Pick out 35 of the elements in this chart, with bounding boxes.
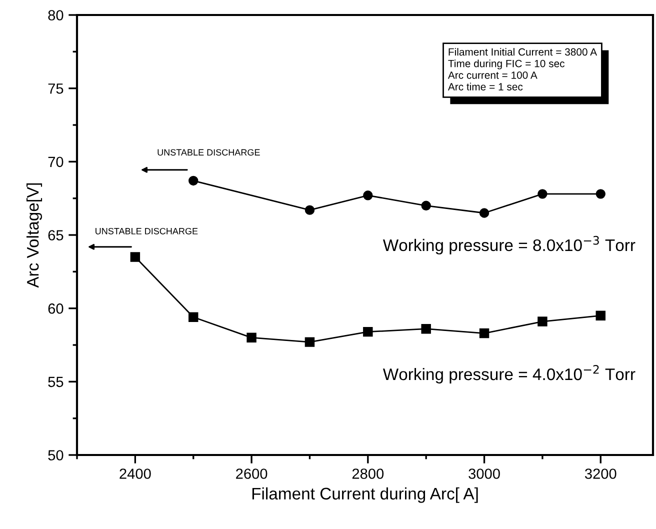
x-tick-label: 2400 [120,468,151,479]
annotation: UNSTABLE DISCHARGE [96,228,198,234]
point [188,312,198,322]
y-tick-label: 55 [48,376,64,388]
series-label: Working pressure = 4.0x10$^{−2}$ Torr [382,365,636,384]
annotation: UNSTABLE DISCHARGE [158,149,260,156]
y-tick-label: 70 [48,156,64,168]
point [188,176,198,186]
point [421,324,431,334]
point [479,328,490,338]
point [304,337,315,347]
point [363,326,373,337]
point [246,332,256,343]
x-tick-label: 2800 [352,468,384,479]
x-tick-label: 2600 [236,468,268,479]
x-tick-label: 3000 [468,468,500,479]
point [304,205,315,215]
point [479,208,490,218]
point [538,316,548,326]
point [596,189,606,199]
y-tick-label: 80 [48,10,64,20]
annotation: Filament Initial Current = 3800 A Time during FIC = 10 sec Arc current = 100 A Arc time = 1 sec [448,48,598,90]
point [538,189,548,199]
y-tick-label: 75 [48,84,64,94]
y-tick-label: 50 [48,450,64,460]
x-axis-title: Filament Current during Arc[ A] [252,487,478,503]
point [596,310,606,321]
y-tick-label: 60 [48,303,64,314]
text: Working pressure = 8.0x10$^{−3}$ Torr [382,236,636,254]
y-axis-title: Arc Voltage[V] [26,183,42,288]
point [363,190,373,200]
point [421,200,431,211]
y-tick-label: 65 [48,230,64,240]
point [130,252,140,262]
x-tick-label: 3200 [584,468,616,479]
